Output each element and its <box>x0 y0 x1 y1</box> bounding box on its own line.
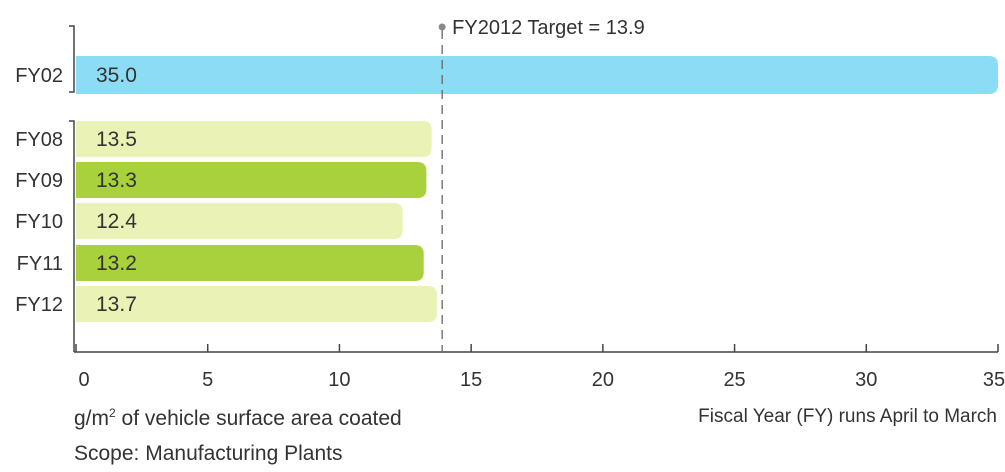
chart-axes <box>69 25 998 353</box>
target-label: FY2012 Target = 13.9 <box>452 17 645 39</box>
data-label: 13.5 <box>96 128 137 151</box>
category-label: FY08 <box>15 129 63 151</box>
data-label: 12.4 <box>96 210 137 233</box>
category-label: FY02 <box>15 65 63 87</box>
x-ticks-group: 0 5 10 15 20 25 30 35 <box>75 344 1005 391</box>
data-label: 13.3 <box>96 169 137 192</box>
x-tick-label: 20 <box>592 369 614 391</box>
x-tick-label: 35 <box>983 369 1005 391</box>
bar-fy09 <box>76 162 427 198</box>
target-group: FY2012 Target = 13.9 <box>438 17 645 352</box>
data-label: 35.0 <box>96 64 137 87</box>
category-label: FY09 <box>15 170 63 192</box>
bars-group <box>76 56 998 322</box>
y-axis-line <box>69 120 75 352</box>
bar-fy11 <box>76 245 424 281</box>
units-prefix: g/m <box>74 407 110 430</box>
x-tick-label: 30 <box>855 369 877 391</box>
units-suffix: of vehicle surface area coated <box>115 407 402 430</box>
x-tick-label: 5 <box>202 369 213 391</box>
scope-note: Scope: Manufacturing Plants <box>74 442 343 465</box>
x-tick-label: 0 <box>78 369 89 391</box>
data-label: 13.7 <box>96 293 137 316</box>
x-tick-label: 10 <box>328 369 350 391</box>
bar-fy02 <box>76 56 998 94</box>
category-label: FY10 <box>15 211 63 233</box>
bar-fy08 <box>76 121 432 157</box>
units-superscript: 2 <box>109 406 116 420</box>
bar-fy12 <box>76 286 437 322</box>
y-axis-bracket-top <box>69 25 75 93</box>
units-note: g/m2 of vehicle surface area coated <box>74 406 402 431</box>
bar-fy10 <box>76 203 403 239</box>
category-label: FY11 <box>17 253 63 275</box>
target-marker <box>438 23 446 31</box>
data-label: 13.2 <box>96 252 137 275</box>
x-tick-label: 25 <box>723 369 745 391</box>
x-tick-label: 15 <box>460 369 482 391</box>
category-label: FY12 <box>15 294 63 316</box>
fiscal-year-note: Fiscal Year (FY) runs April to March <box>698 406 997 427</box>
labels-group: FY02 35.0 FY08 13.5 FY09 13.3 FY10 12.4 FY11 13.2… <box>15 64 137 316</box>
